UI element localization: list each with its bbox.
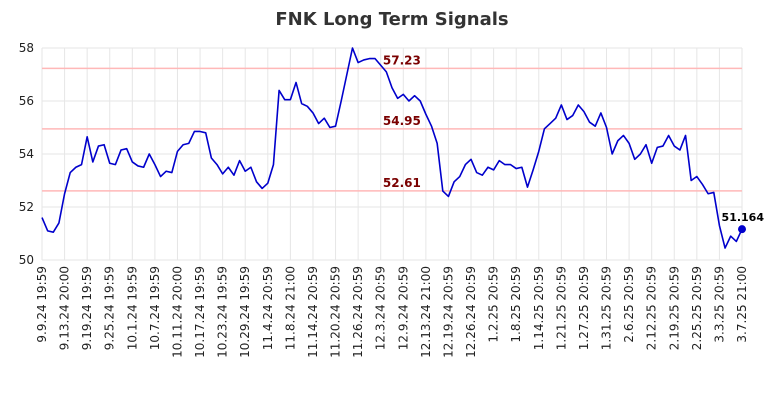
x-tick-label: 11.20.24 20:59 xyxy=(329,266,343,358)
x-tick-label: 10.11.24 20:00 xyxy=(170,266,184,358)
x-tick-label: 11.14.24 20:59 xyxy=(306,266,320,358)
x-tick-label: 9.9.24 19:59 xyxy=(35,266,49,343)
x-tick-label: 1.2.25 20:59 xyxy=(487,266,501,343)
x-tick-label: 12.3.24 20:59 xyxy=(374,266,388,350)
x-tick-label: 1.31.25 20:59 xyxy=(600,266,614,350)
x-tick-label: 9.19.24 19:59 xyxy=(80,266,94,350)
level-label: 52.61 xyxy=(383,176,421,190)
level-label: 54.95 xyxy=(383,114,421,128)
series-line xyxy=(41,47,743,249)
y-tick-label: 50 xyxy=(19,253,34,267)
x-axis-ticks: 9.9.24 19:59 9.13.24 20:00 9.19.24 19:59 9.… xyxy=(35,266,749,358)
x-tick-label: 2.6.25 20:59 xyxy=(622,266,636,343)
chart-title: FNK Long Term Signals xyxy=(275,9,508,30)
series-group: 51.164 xyxy=(41,47,765,249)
x-tick-label: 2.12.25 20:59 xyxy=(645,266,659,350)
y-tick-label: 52 xyxy=(19,200,34,214)
x-tick-label: 10.7.24 19:59 xyxy=(148,266,162,350)
x-tick-label: 1.8.25 20:59 xyxy=(509,266,523,343)
x-tick-label: 11.26.24 20:59 xyxy=(351,266,365,358)
x-tick-label: 12.19.24 20:59 xyxy=(441,266,455,358)
x-tick-label: 12.26.24 20:59 xyxy=(464,266,478,358)
level-label: 57.23 xyxy=(383,53,421,67)
x-tick-label: 10.29.24 19:59 xyxy=(238,266,252,358)
x-tick-label: 1.21.25 20:59 xyxy=(554,266,568,350)
x-tick-label: 11.4.24 20:59 xyxy=(261,266,275,350)
last-value-label: 51.164 xyxy=(722,211,765,224)
x-tick-label: 10.17.24 19:59 xyxy=(193,266,207,358)
signal-levels: 57.23 54.95 52.61 xyxy=(42,53,742,192)
x-tick-label: 11.8.24 21:00 xyxy=(283,266,297,350)
last-point-marker xyxy=(738,225,746,234)
y-tick-label: 58 xyxy=(19,41,34,55)
y-axis-ticks: 50 52 54 56 58 xyxy=(19,41,34,267)
y-tick-label: 56 xyxy=(19,94,34,108)
x-tick-label: 3.7.25 21:00 xyxy=(735,266,749,343)
x-tick-label: 3.3.25 20:59 xyxy=(712,266,726,343)
x-tick-label: 10.23.24 19:59 xyxy=(216,266,230,358)
y-tick-label: 54 xyxy=(19,147,34,161)
x-tick-label: 12.9.24 20:59 xyxy=(396,266,410,350)
grid xyxy=(41,47,743,261)
x-tick-label: 1.27.25 20:59 xyxy=(577,266,591,350)
x-tick-label: 2.25.25 20:59 xyxy=(690,266,704,350)
x-tick-label: 9.13.24 20:00 xyxy=(58,266,72,350)
x-tick-label: 9.25.24 19:59 xyxy=(103,266,117,350)
x-tick-label: 12.13.24 21:00 xyxy=(419,266,433,358)
x-tick-label: 10.1.24 19:59 xyxy=(125,266,139,350)
x-tick-label: 2.19.25 20:59 xyxy=(667,266,681,350)
x-tick-label: 1.14.25 20:59 xyxy=(532,266,546,350)
